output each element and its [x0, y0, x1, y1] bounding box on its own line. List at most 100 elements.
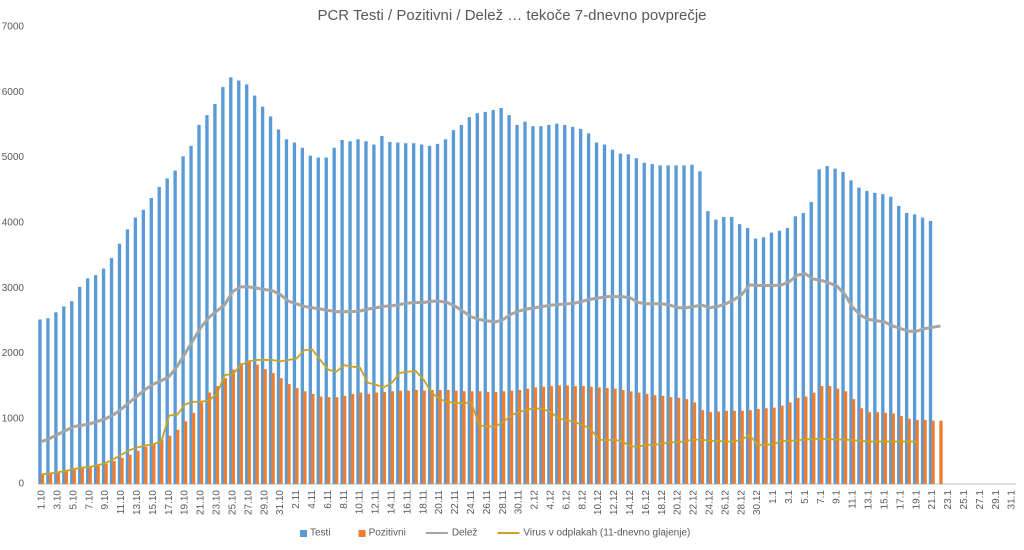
bar	[801, 213, 805, 485]
legend-swatch	[358, 530, 366, 537]
x-tick-label: 12.12	[609, 490, 620, 515]
x-tick-label: 30.12	[752, 490, 763, 515]
bar	[865, 190, 869, 485]
bar	[698, 171, 702, 484]
bar	[221, 87, 225, 484]
bar	[207, 392, 212, 484]
bar	[252, 95, 257, 485]
y-tick-label: 4000	[2, 217, 25, 228]
bar	[642, 162, 646, 484]
bar	[573, 386, 577, 484]
bar	[48, 473, 53, 484]
legend-label: Testi	[310, 528, 331, 539]
y-tick-label: 5000	[2, 152, 25, 163]
bar	[56, 472, 61, 484]
bar	[96, 465, 100, 484]
bar	[183, 421, 188, 484]
bar	[809, 201, 813, 485]
bar	[571, 126, 575, 484]
bar	[817, 169, 821, 484]
bar	[422, 390, 426, 484]
bar	[650, 164, 654, 484]
x-tick-label: 5.1	[800, 490, 811, 504]
bar	[295, 388, 299, 484]
bar	[920, 217, 925, 485]
bar	[40, 474, 45, 484]
bar	[324, 157, 328, 485]
y-tick-label: 7000	[2, 22, 25, 33]
bar	[199, 402, 204, 484]
bar	[690, 164, 694, 484]
bar	[531, 126, 535, 484]
bar	[93, 275, 98, 484]
x-tick-label: 9.10	[100, 490, 111, 510]
x-tick-label: 19.10	[180, 490, 191, 515]
bar	[366, 393, 371, 484]
bar	[515, 124, 519, 484]
bar	[414, 389, 418, 484]
bar	[412, 143, 416, 485]
x-tick-label: 27.1	[975, 490, 986, 510]
bar	[62, 306, 66, 484]
x-tick-label: 8.12	[577, 490, 588, 510]
bar	[668, 397, 673, 484]
bar	[666, 165, 670, 485]
x-tick-label: 22.11	[450, 490, 461, 515]
x-tick-label: 30.11	[514, 490, 525, 515]
bar	[128, 454, 132, 484]
bar	[80, 468, 84, 484]
bar	[459, 124, 464, 484]
x-tick-label: 18.11	[418, 490, 429, 515]
bar	[931, 420, 935, 484]
bar	[499, 107, 503, 484]
bar	[149, 198, 153, 484]
bar	[308, 155, 312, 484]
bar	[851, 399, 856, 484]
bar	[594, 142, 599, 484]
x-tick-label: 3.1	[784, 490, 795, 504]
bar	[284, 139, 289, 484]
bar	[358, 392, 363, 484]
bar	[891, 413, 895, 484]
bar	[125, 229, 130, 484]
bar	[239, 363, 243, 484]
x-tick-label: 16.11	[402, 490, 413, 515]
bar	[629, 391, 633, 484]
bar	[533, 387, 538, 484]
bar	[605, 388, 609, 484]
bar	[597, 387, 601, 484]
x-tick-label: 23.1	[943, 490, 954, 510]
x-tick-label: 23.10	[212, 490, 223, 515]
bar	[777, 230, 782, 484]
bar	[263, 369, 267, 484]
x-tick-label: 1.10	[37, 490, 48, 510]
bar	[525, 388, 530, 484]
bar	[714, 219, 718, 485]
bar	[335, 397, 339, 484]
y-tick-label: 2000	[2, 348, 25, 359]
bar	[247, 361, 251, 484]
x-tick-label: 8.11	[339, 490, 350, 509]
bar	[191, 412, 196, 484]
bar	[197, 124, 201, 484]
x-tick-label: 17.1	[895, 490, 906, 510]
legend-label: Pozitivni	[369, 528, 406, 539]
bar	[706, 211, 710, 484]
x-tick-label: 17.10	[164, 490, 175, 515]
bar	[634, 158, 638, 484]
bar	[144, 446, 148, 484]
bar	[443, 139, 448, 484]
bar	[557, 385, 561, 484]
bar	[820, 386, 824, 484]
x-tick-label: 27.10	[243, 490, 254, 515]
bar	[292, 142, 297, 484]
bar	[692, 402, 697, 484]
bar	[730, 216, 734, 484]
bar	[753, 238, 758, 484]
bar	[841, 171, 845, 485]
x-tick-label: 31.1	[1007, 490, 1018, 510]
bar	[260, 106, 265, 485]
bar	[867, 412, 872, 484]
line	[41, 348, 917, 476]
bar	[157, 186, 161, 484]
